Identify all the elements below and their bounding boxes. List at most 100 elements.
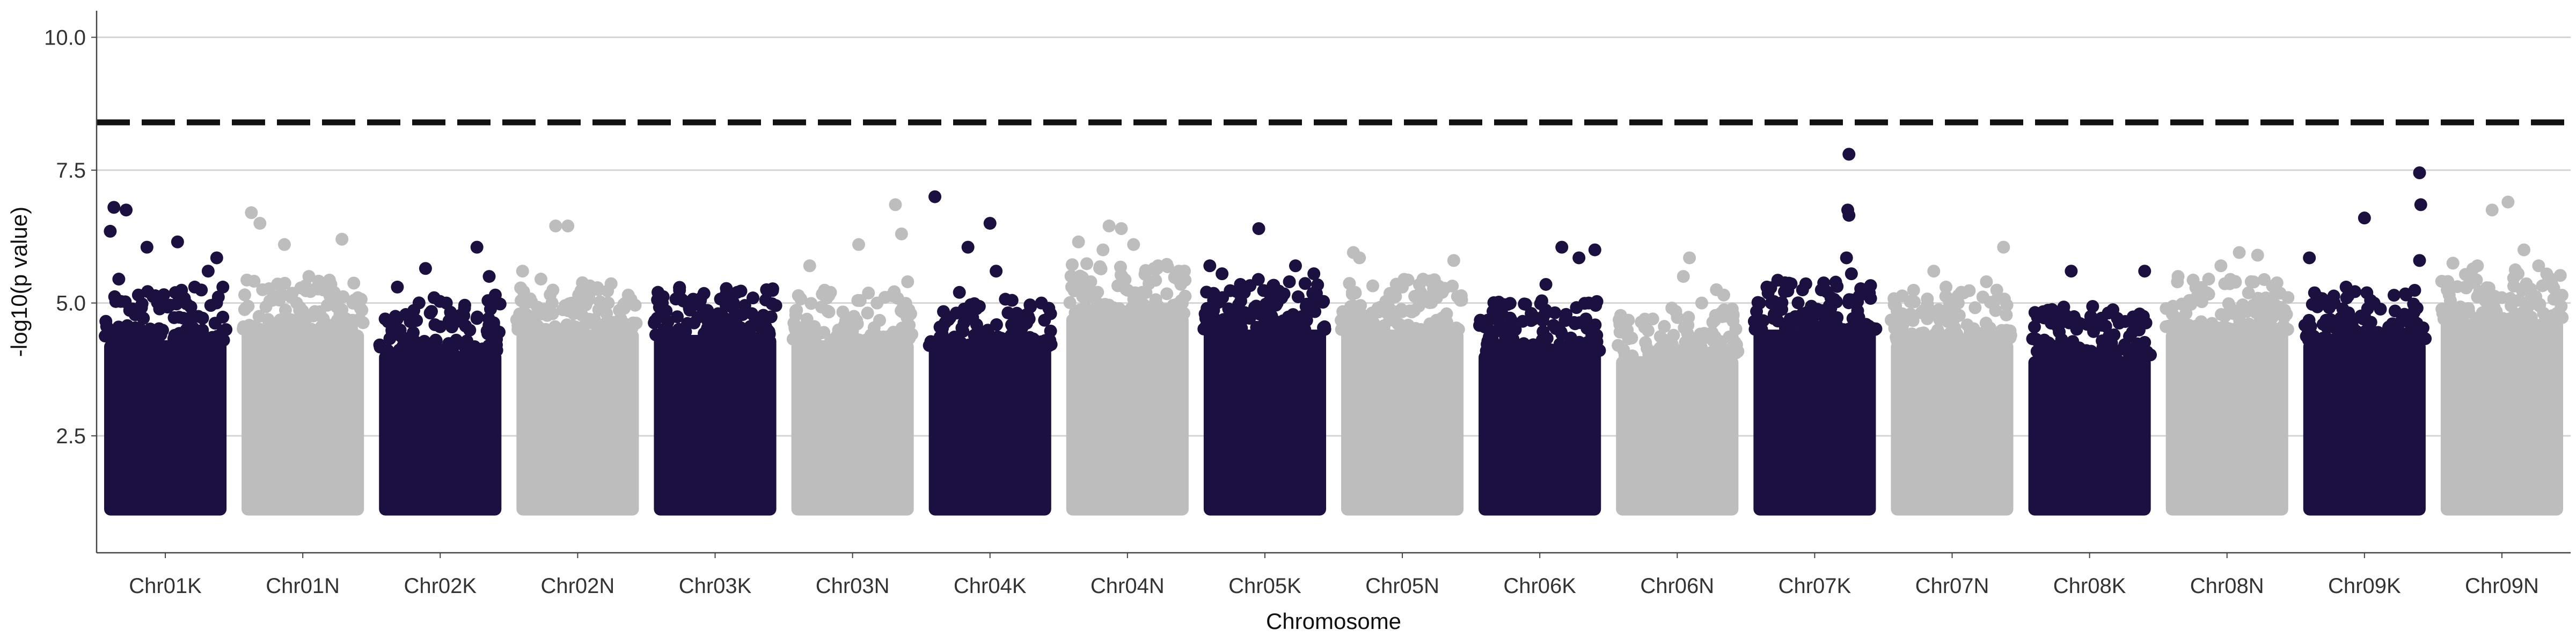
y-tick-label: 7.5 [56, 159, 86, 182]
data-point [594, 323, 607, 336]
peak-point [745, 307, 758, 320]
data-point [1298, 277, 1312, 290]
data-point [1091, 286, 1104, 299]
data-point [1316, 296, 1330, 309]
data-point [1408, 304, 1421, 317]
data-point [1725, 330, 1739, 343]
data-point [2555, 289, 2568, 302]
data-point [755, 317, 768, 330]
data-point [2552, 309, 2566, 322]
data-point [730, 328, 744, 341]
peak-point [391, 280, 404, 294]
peak-point [2471, 259, 2484, 273]
data-point [327, 286, 341, 299]
series-Chr08N [2160, 246, 2295, 516]
data-point [1222, 302, 1235, 316]
data-point [786, 332, 800, 346]
data-point [1362, 310, 1375, 323]
peak-point [901, 275, 914, 288]
peak-point [2202, 273, 2215, 286]
data-point [1887, 298, 1901, 311]
data-point [2208, 321, 2222, 334]
data-point [1796, 283, 1809, 297]
peak-point [2126, 326, 2139, 339]
data-point [1149, 293, 1162, 306]
data-point [1573, 316, 1586, 330]
peak-point [708, 312, 722, 326]
peak-point [870, 296, 884, 310]
data-point [2073, 317, 2087, 330]
data-point [1534, 297, 1547, 310]
data-point [1714, 335, 1727, 348]
data-point [1896, 289, 1909, 303]
peak-point [1997, 240, 2010, 254]
peak-point [470, 240, 484, 254]
series-Chr05N [1335, 246, 1468, 516]
peak-point [1307, 267, 1321, 281]
peak-point [2364, 294, 2377, 307]
data-point [1160, 287, 1174, 301]
data-point [1205, 314, 1219, 327]
data-point [1989, 329, 2003, 342]
data-point [434, 320, 447, 333]
peak-point [1753, 296, 1766, 310]
data-point [1706, 326, 1719, 339]
point-cloud [1753, 330, 1876, 516]
peak-point [482, 270, 496, 283]
data-point [804, 297, 818, 310]
point-cloud [1891, 340, 2014, 516]
data-point [905, 328, 919, 341]
data-point [624, 320, 637, 333]
x-tick-label: Chr01K [129, 574, 202, 598]
x-tick-label: Chr05K [1228, 574, 1301, 598]
data-point [1801, 320, 1814, 334]
data-point [2133, 308, 2146, 321]
data-point [1645, 346, 1658, 360]
data-point [2102, 306, 2115, 320]
data-point [416, 336, 429, 350]
data-point [1957, 286, 1970, 299]
data-point [2387, 289, 2401, 302]
data-point [1124, 302, 1138, 316]
peak-point [2171, 270, 2185, 283]
data-point [1104, 307, 1118, 320]
data-point [335, 309, 349, 323]
y-tick-label: 2.5 [56, 425, 86, 448]
data-point [832, 323, 845, 336]
data-point [436, 343, 450, 356]
data-point [759, 294, 772, 307]
data-point [1990, 283, 2003, 297]
peak-point [990, 265, 1003, 278]
data-point [1286, 308, 1300, 321]
data-point [1941, 315, 1954, 328]
peak-point [2040, 310, 2053, 323]
data-point [1238, 306, 1251, 319]
data-point [2515, 283, 2529, 297]
data-point [1135, 306, 1148, 319]
data-point [2321, 321, 2334, 334]
series-Chr03N [786, 198, 919, 516]
gridlines [97, 36, 2571, 437]
data-point [2473, 285, 2486, 298]
point-cloud [1479, 350, 1601, 516]
data-point [1519, 298, 1532, 311]
data-point [1142, 277, 1155, 290]
data-point [953, 339, 966, 352]
data-point [1224, 284, 1237, 297]
peak-point [2028, 320, 2041, 334]
data-point [1665, 302, 1679, 315]
data-point [2179, 306, 2193, 320]
peak-point [516, 265, 529, 278]
data-point [1366, 279, 1379, 292]
peak-point [561, 219, 575, 233]
data-point [2478, 312, 2491, 325]
y-tick-label: 5.0 [56, 292, 86, 316]
data-point [1345, 286, 1359, 299]
data-point [532, 322, 545, 335]
data-point [2030, 334, 2044, 347]
peak-point [2107, 328, 2121, 342]
data-point [2281, 323, 2294, 336]
series-Chr04N [1063, 219, 1192, 516]
peak-point [1582, 296, 1596, 310]
data-point [112, 333, 126, 346]
